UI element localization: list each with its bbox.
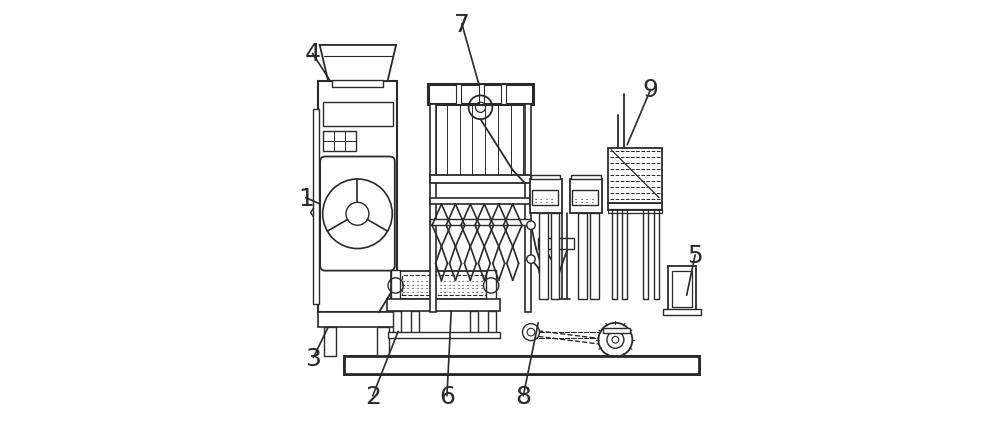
Bar xyxy=(663,310,701,315)
Bar xyxy=(470,311,478,334)
Bar xyxy=(590,213,599,300)
Bar xyxy=(530,179,562,213)
Bar xyxy=(377,327,389,356)
FancyBboxPatch shape xyxy=(320,157,395,271)
Circle shape xyxy=(522,324,539,341)
Bar xyxy=(323,103,393,126)
Bar xyxy=(538,239,574,249)
Bar xyxy=(571,176,601,180)
Circle shape xyxy=(527,255,535,264)
Bar xyxy=(430,105,436,312)
Text: 7: 7 xyxy=(454,13,470,37)
Bar xyxy=(332,81,383,88)
Text: 5: 5 xyxy=(687,243,703,267)
Circle shape xyxy=(598,323,632,357)
Bar xyxy=(608,203,662,211)
Bar xyxy=(608,148,662,203)
Bar xyxy=(643,209,648,300)
Bar xyxy=(393,311,401,334)
Bar xyxy=(501,85,506,105)
Bar xyxy=(344,356,699,374)
Bar xyxy=(391,271,496,300)
Bar xyxy=(402,275,486,296)
Bar xyxy=(456,85,461,105)
Bar xyxy=(668,267,696,311)
Bar xyxy=(391,270,400,301)
Bar xyxy=(551,213,559,300)
Circle shape xyxy=(527,222,535,230)
Bar xyxy=(479,85,484,105)
Bar xyxy=(344,356,699,374)
Bar xyxy=(318,82,397,312)
Text: 8: 8 xyxy=(515,384,531,408)
Bar xyxy=(539,213,548,300)
Bar xyxy=(532,190,558,205)
Bar xyxy=(318,312,397,327)
Bar xyxy=(313,109,319,304)
Text: 4: 4 xyxy=(304,42,320,66)
Bar xyxy=(525,105,531,312)
Text: 6: 6 xyxy=(439,384,455,408)
Polygon shape xyxy=(320,46,396,82)
Bar xyxy=(672,271,692,307)
Bar xyxy=(430,198,531,204)
Bar xyxy=(411,311,419,334)
Bar xyxy=(622,209,627,300)
Bar xyxy=(387,300,500,311)
Bar xyxy=(428,85,533,105)
Bar xyxy=(570,179,602,213)
Bar xyxy=(612,209,617,300)
Text: 9: 9 xyxy=(643,78,659,102)
Bar xyxy=(323,131,356,152)
Bar xyxy=(388,332,500,338)
Bar xyxy=(531,176,560,180)
Text: 3: 3 xyxy=(305,346,321,370)
Text: 1: 1 xyxy=(298,186,314,210)
Bar xyxy=(430,176,531,183)
Text: 2: 2 xyxy=(365,384,381,408)
Bar xyxy=(488,311,496,334)
Bar xyxy=(486,270,496,301)
Bar xyxy=(608,210,662,213)
Bar xyxy=(654,209,659,300)
Bar xyxy=(572,190,598,205)
Bar xyxy=(430,219,531,226)
Bar xyxy=(324,327,336,356)
Bar xyxy=(603,328,630,334)
Bar xyxy=(578,213,587,300)
